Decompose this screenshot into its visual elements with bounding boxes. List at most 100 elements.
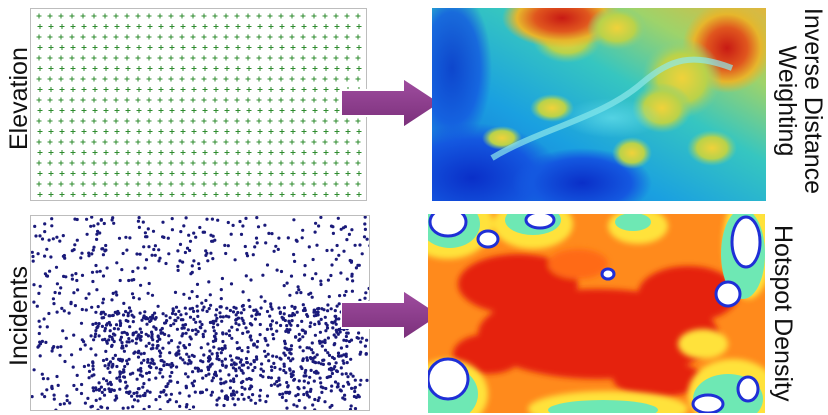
plus-marker: [245, 97, 251, 103]
plus-marker: [279, 171, 285, 176]
incident-dot: [215, 308, 219, 312]
incident-dot: [282, 368, 286, 373]
plus-marker: [125, 24, 131, 29]
incident-dot: [125, 359, 129, 363]
incident-dot: [149, 365, 153, 370]
incident-dot: [303, 331, 307, 335]
plus-marker: [136, 87, 142, 92]
incident-dot: [212, 345, 216, 349]
incident-dot: [317, 396, 321, 400]
plus-marker: [234, 76, 240, 82]
plus-marker: [223, 55, 229, 61]
incident-dot: [176, 249, 180, 253]
plus-marker: [169, 45, 175, 50]
incident-dot: [349, 259, 354, 263]
incident-dot: [84, 308, 88, 312]
incident-dot: [110, 344, 114, 348]
incident-dot: [224, 332, 228, 336]
incident-dot: [270, 319, 274, 323]
incident-dot: [35, 304, 39, 308]
incident-dot: [301, 328, 305, 332]
incident-dot: [267, 231, 271, 235]
plus-marker: [70, 129, 76, 134]
incident-dot: [245, 254, 250, 258]
incident-dot: [80, 382, 84, 387]
plus-marker: [69, 55, 75, 61]
incident-dot: [290, 304, 294, 308]
incident-dot: [118, 319, 122, 323]
plus-marker: [136, 45, 142, 50]
incident-dot: [163, 332, 167, 336]
incident-dot: [151, 346, 155, 350]
plus-marker: [179, 55, 185, 61]
incident-dot: [278, 367, 282, 371]
incident-dot: [56, 345, 60, 349]
plus-marker: [202, 171, 208, 176]
incident-dot: [119, 335, 123, 339]
incident-dot: [103, 312, 107, 316]
plus-marker: [278, 76, 284, 82]
plus-marker: [47, 76, 53, 82]
incident-dot: [143, 231, 147, 235]
incident-dot: [261, 369, 265, 373]
incident-dot: [31, 395, 34, 399]
plus-marker: [344, 13, 350, 19]
arrow-row-2: [341, 290, 441, 340]
incident-dot: [50, 217, 54, 221]
incident-dot: [255, 216, 259, 220]
incident-dot: [225, 306, 229, 310]
incident-dot: [95, 237, 99, 241]
incident-dot: [333, 380, 338, 384]
plus-marker: [168, 139, 174, 145]
incident-dot: [90, 252, 94, 256]
incident-dot: [312, 308, 316, 312]
incident-dot: [360, 252, 364, 256]
incident-dot: [253, 401, 258, 405]
plus-marker: [246, 171, 252, 176]
incident-dot: [289, 359, 293, 363]
incident-dot: [363, 344, 367, 348]
incident-dot: [128, 372, 133, 376]
plus-marker: [179, 160, 185, 166]
incident-dot: [200, 322, 204, 327]
plus-marker: [212, 55, 218, 61]
incident-dot: [324, 329, 328, 333]
incident-dot: [341, 359, 345, 363]
plus-marker: [169, 108, 175, 113]
plus-marker: [334, 129, 340, 134]
incident-dot: [277, 306, 281, 310]
plus-marker: [69, 76, 75, 82]
plus-marker: [333, 139, 339, 145]
incident-dot: [79, 256, 83, 260]
plus-marker: [180, 192, 186, 197]
plus-marker: [245, 139, 251, 145]
incident-dot: [138, 252, 142, 256]
incident-dot: [310, 348, 314, 352]
incident-dot: [279, 269, 284, 274]
incident-dot: [256, 339, 260, 344]
incident-dot: [249, 278, 253, 282]
plus-marker: [157, 97, 163, 103]
incident-dot: [67, 311, 71, 315]
incident-dot: [333, 342, 337, 346]
plus-marker: [234, 13, 240, 19]
incident-dot: [123, 364, 127, 369]
incident-dot: [40, 392, 44, 396]
incident-dot: [105, 266, 109, 270]
incident-dot: [303, 264, 307, 268]
plus-marker: [235, 45, 241, 50]
incident-dot: [358, 383, 362, 387]
incident-dot: [107, 387, 111, 391]
plus-marker: [202, 66, 208, 71]
incident-dot: [282, 312, 286, 316]
incident-dot: [309, 321, 313, 325]
plus-marker: [355, 55, 361, 61]
incident-dot: [219, 315, 223, 319]
plus-marker: [102, 181, 108, 187]
incident-dot: [101, 301, 105, 305]
incident-dot: [91, 279, 95, 284]
plus-marker: [125, 66, 131, 71]
plus-marker: [124, 139, 130, 145]
incident-dot: [267, 375, 271, 379]
plus-marker: [344, 160, 350, 166]
